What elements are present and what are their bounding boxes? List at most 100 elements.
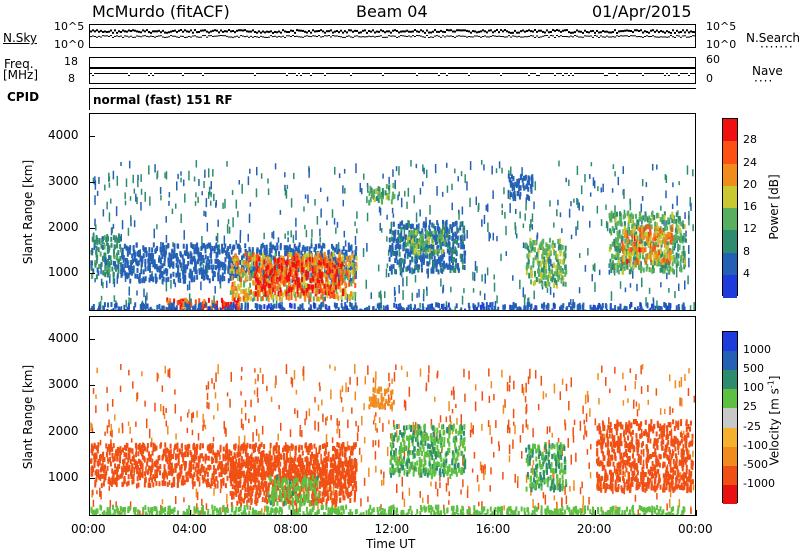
power-pixel — [125, 299, 127, 307]
power-pixel — [172, 301, 175, 307]
power-pixel — [234, 253, 237, 259]
power-pixel — [372, 306, 375, 310]
nave-trace — [244, 73, 246, 74]
nsearch-trace — [260, 35, 262, 37]
power-pixel — [250, 270, 253, 276]
power-pixel — [299, 266, 302, 272]
nsearch-tick-top: 10^5 — [706, 20, 737, 33]
nave-trace — [96, 73, 98, 74]
power-pixel — [306, 269, 309, 275]
power-pixel — [114, 237, 117, 243]
power-pixel — [445, 301, 448, 309]
power-pixel — [542, 308, 545, 310]
nsearch-trace — [496, 35, 498, 37]
power-pixel — [221, 272, 224, 278]
nsearch-trace — [592, 36, 594, 38]
nsearch-trace — [222, 35, 224, 37]
power-pixel — [392, 213, 395, 218]
nsearch-trace — [300, 36, 302, 38]
nave-trace — [384, 73, 386, 74]
power-pixel — [413, 227, 416, 233]
power-pixel — [418, 250, 421, 256]
freq-trace — [488, 67, 490, 69]
nave-trace — [388, 73, 390, 74]
power-pixel — [589, 220, 591, 228]
freq-trace — [242, 67, 244, 69]
nsearch-trace — [364, 36, 366, 38]
power-pixel — [311, 257, 314, 263]
power-pixel — [215, 258, 218, 264]
power-pixel — [156, 304, 159, 310]
power-pixel — [171, 248, 174, 254]
nsky-trace — [124, 30, 126, 33]
power-pixel — [318, 252, 321, 258]
power-pixel — [176, 256, 179, 262]
nave-trace — [570, 73, 572, 74]
power-pixel — [202, 258, 205, 264]
power-pixel — [99, 263, 102, 269]
nsky-trace — [548, 31, 550, 34]
power-pixel — [143, 310, 145, 311]
power-pixel — [388, 246, 391, 252]
power-pixel — [630, 302, 633, 308]
power-pixel — [144, 258, 147, 264]
nave-trace — [408, 73, 410, 74]
nsearch-trace — [478, 35, 480, 37]
power-pixel — [362, 248, 365, 257]
power-pixel — [596, 205, 599, 214]
nave-trace — [226, 73, 228, 74]
power-pixel — [284, 269, 287, 275]
power-pixel — [249, 270, 252, 276]
power-pixel — [149, 255, 152, 261]
nave-trace — [258, 73, 260, 74]
power-pixel — [258, 276, 261, 282]
nsky-trace — [524, 30, 526, 33]
power-pixel — [552, 302, 555, 308]
power-pixel — [181, 269, 184, 275]
power-pixel — [261, 257, 264, 263]
power-pixel — [559, 212, 562, 218]
power-pixel — [675, 309, 678, 310]
nsky-trace — [102, 30, 104, 33]
nsearch-trace — [324, 35, 326, 37]
nsky-trace — [446, 29, 448, 32]
power-pixel — [221, 243, 224, 249]
freq-trace — [174, 67, 176, 69]
power-pixel — [678, 181, 680, 186]
power-pixel — [100, 243, 103, 249]
power-pixel — [559, 306, 562, 310]
power-pixel — [184, 267, 187, 273]
freq-trace — [318, 67, 320, 69]
power-pixel — [148, 247, 151, 253]
power-pixel — [104, 260, 107, 266]
nsearch-trace — [586, 35, 588, 37]
freq-trace — [466, 67, 468, 69]
power-pixel — [208, 278, 211, 284]
nave-trace — [534, 73, 536, 74]
nsky-trace — [192, 31, 194, 34]
freq-trace — [442, 67, 444, 69]
nsky-trace — [164, 31, 166, 34]
power-pixel — [373, 189, 376, 195]
freq-trace — [364, 67, 366, 69]
freq-trace — [674, 67, 676, 69]
power-pixel — [355, 266, 358, 272]
power-pixel — [461, 234, 463, 244]
freq-trace — [142, 67, 144, 69]
nave-trace — [124, 73, 126, 74]
power-pixel — [231, 288, 234, 294]
nave-trace — [528, 75, 530, 76]
power-pixel — [311, 288, 314, 294]
power-pixel — [119, 243, 122, 249]
nsky-trace — [274, 30, 276, 33]
power-pixel — [534, 181, 537, 191]
power-pixel — [419, 240, 422, 246]
nsky-trace — [428, 31, 430, 34]
power-pixel — [204, 254, 207, 260]
nave-trace — [264, 73, 266, 74]
power-pixel — [130, 297, 132, 305]
nave-trace — [130, 73, 132, 74]
power-pixel — [229, 243, 232, 249]
power-pixel — [301, 266, 304, 272]
freq-trace — [210, 67, 212, 69]
